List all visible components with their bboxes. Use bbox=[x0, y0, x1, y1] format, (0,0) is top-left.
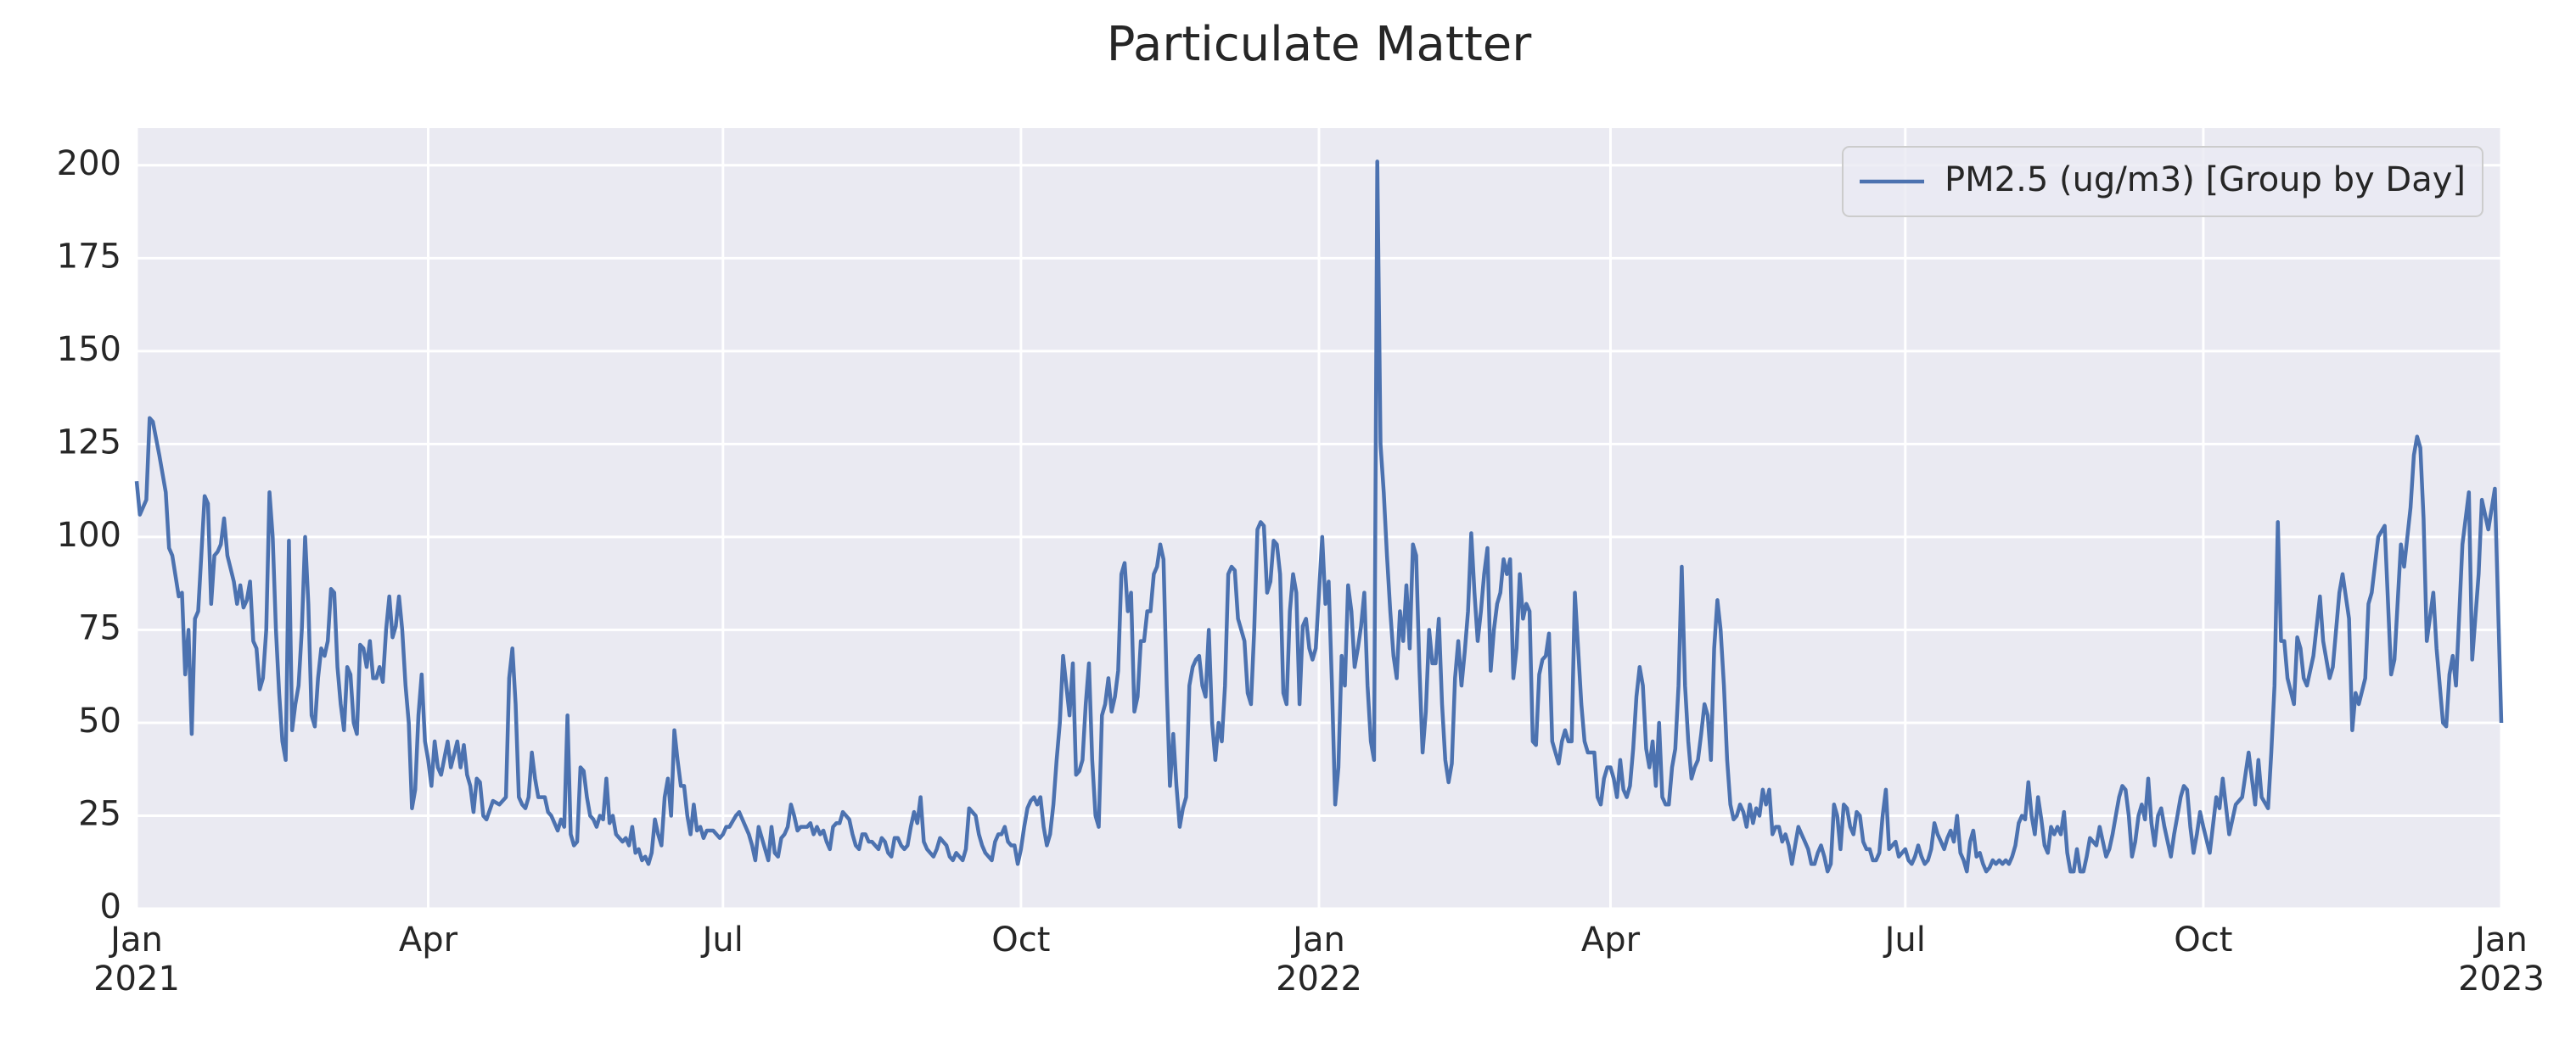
y-tick-label: 175 bbox=[57, 237, 121, 276]
y-tick-label: 75 bbox=[78, 608, 121, 647]
x-tick-label: Oct bbox=[991, 920, 1051, 960]
x-tick-label: Jul bbox=[1884, 920, 1926, 960]
y-tick-label: 100 bbox=[57, 516, 121, 555]
y-tick-label: 0 bbox=[100, 887, 121, 926]
legend-label: PM2.5 (ug/m3) [Group by Day] bbox=[1945, 160, 2466, 199]
y-tick-label: 50 bbox=[78, 702, 121, 741]
x-tick-label: Jul bbox=[702, 920, 744, 960]
legend-box bbox=[1842, 146, 2483, 217]
y-tick-label: 125 bbox=[57, 422, 121, 462]
data-line bbox=[134, 159, 2504, 874]
x-tick-label: Jan 2022 bbox=[1276, 920, 1362, 999]
legend: PM2.5 (ug/m3) [Group by Day] bbox=[1842, 146, 2483, 217]
x-tick-label: Apr bbox=[1580, 920, 1641, 960]
x-tick-label: Jan 2023 bbox=[2458, 920, 2545, 999]
y-tick-label: 150 bbox=[57, 330, 121, 369]
x-tick-label: Apr bbox=[398, 920, 458, 960]
chart-title: Particulate Matter bbox=[1107, 17, 1532, 72]
x-tick-label: Oct bbox=[2174, 920, 2233, 960]
y-tick-label: 25 bbox=[78, 794, 121, 833]
x-tick-label: Jan 2021 bbox=[93, 920, 180, 999]
y-tick-label: 200 bbox=[57, 144, 121, 183]
